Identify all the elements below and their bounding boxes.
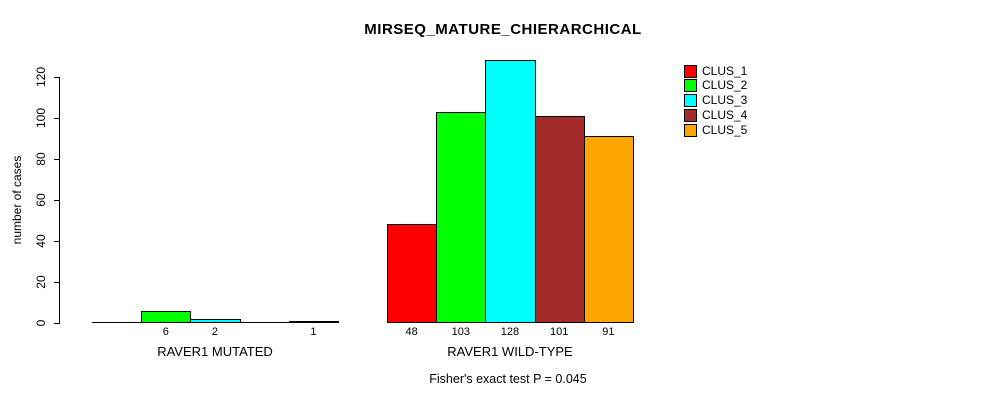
y-axis-label: number of cases bbox=[10, 155, 24, 245]
fisher-test-annotation: Fisher's exact test P = 0.045 bbox=[429, 372, 587, 386]
y-tick-mark bbox=[54, 281, 59, 283]
bar-clus_4-group2 bbox=[534, 116, 585, 323]
y-tick-label: 100 bbox=[34, 107, 48, 128]
bar-value-label: 103 bbox=[451, 326, 470, 338]
y-tick-label: 120 bbox=[34, 66, 48, 87]
bar-value-label: 91 bbox=[602, 326, 615, 338]
y-axis-line bbox=[59, 76, 60, 324]
bar-value-label: 1 bbox=[310, 326, 317, 338]
bar-clus_1-group2 bbox=[387, 224, 438, 323]
bar-clus_3-group2 bbox=[485, 60, 536, 323]
y-tick-label: 80 bbox=[34, 152, 48, 166]
bar-value-label: 48 bbox=[405, 326, 418, 338]
bar-clus_5-group1 bbox=[288, 321, 339, 323]
bar-clus_5-group2 bbox=[583, 136, 634, 323]
bar-value-label: 2 bbox=[211, 326, 219, 338]
y-tick-label: 0 bbox=[34, 319, 48, 327]
legend-swatch-clus_2 bbox=[684, 79, 697, 93]
legend-swatch-clus_3 bbox=[684, 94, 697, 108]
legend-label-clus_5: CLUS_5 bbox=[702, 122, 748, 137]
bar-clus_2-group1 bbox=[141, 311, 192, 323]
bar-clus_2-group2 bbox=[436, 112, 487, 323]
x-group-label: RAVER1 WILD-TYPE bbox=[447, 344, 573, 359]
x-group-label: RAVER1 MUTATED bbox=[157, 344, 273, 359]
legend-label-clus_1: CLUS_1 bbox=[702, 63, 748, 78]
y-tick-label: 20 bbox=[34, 275, 48, 289]
legend-swatch-clus_1 bbox=[684, 64, 697, 78]
y-tick-label: 60 bbox=[34, 193, 48, 207]
y-tick-mark bbox=[54, 323, 59, 324]
legend-label-clus_3: CLUS_3 bbox=[702, 93, 748, 108]
bar-value-label: 128 bbox=[500, 326, 520, 338]
y-tick-mark bbox=[54, 199, 59, 201]
legend-swatch-clus_4 bbox=[684, 108, 697, 122]
bar-clus_3-group1 bbox=[190, 319, 241, 323]
legend-swatch-clus_5 bbox=[684, 123, 697, 137]
y-tick-label: 40 bbox=[34, 234, 48, 248]
chart-title: MIRSEQ_MATURE_CHIERARCHICAL bbox=[364, 21, 642, 38]
legend-label-clus_2: CLUS_2 bbox=[702, 78, 748, 93]
bar-value-label: 6 bbox=[162, 326, 169, 338]
y-tick-mark bbox=[54, 117, 59, 119]
y-tick-mark bbox=[54, 158, 59, 160]
bar-value-label: 101 bbox=[550, 326, 569, 338]
y-tick-mark bbox=[54, 240, 59, 242]
legend-label-clus_4: CLUS_4 bbox=[702, 107, 748, 122]
y-tick-mark bbox=[54, 76, 59, 78]
